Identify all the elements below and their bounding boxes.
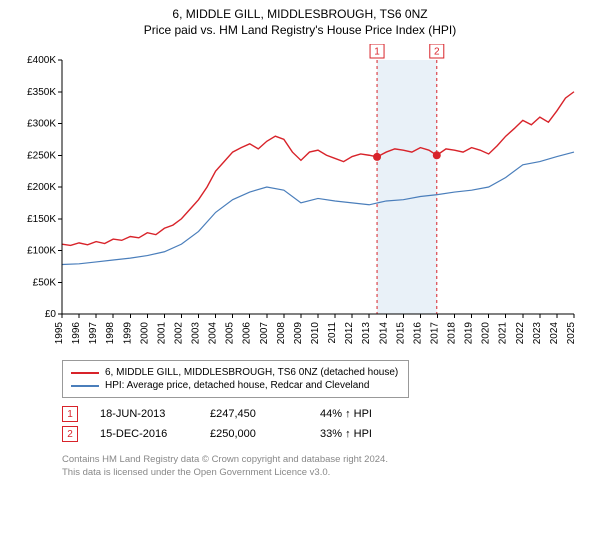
svg-text:£250K: £250K bbox=[27, 151, 56, 162]
svg-text:£200K: £200K bbox=[27, 182, 56, 193]
svg-text:2020: 2020 bbox=[481, 322, 492, 345]
svg-text:2013: 2013 bbox=[361, 322, 372, 345]
legend-box: 6, MIDDLE GILL, MIDDLESBROUGH, TS6 0NZ (… bbox=[62, 360, 409, 398]
sale-price: £247,450 bbox=[210, 408, 320, 420]
svg-text:2004: 2004 bbox=[208, 322, 219, 345]
svg-text:1999: 1999 bbox=[122, 322, 133, 345]
sales-table: 1 18-JUN-2013 £247,450 44% ↑ HPI 2 15-DE… bbox=[62, 406, 590, 442]
svg-text:2001: 2001 bbox=[156, 322, 167, 345]
footer-line2: This data is licensed under the Open Gov… bbox=[62, 467, 590, 480]
sale-marker-num: 2 bbox=[67, 429, 73, 440]
svg-text:2018: 2018 bbox=[447, 322, 458, 345]
svg-text:2016: 2016 bbox=[412, 322, 423, 345]
svg-text:1: 1 bbox=[374, 47, 380, 58]
legend-item-address: 6, MIDDLE GILL, MIDDLESBROUGH, TS6 0NZ (… bbox=[71, 367, 398, 378]
legend-item-hpi: HPI: Average price, detached house, Redc… bbox=[71, 380, 398, 391]
sale-price: £250,000 bbox=[210, 428, 320, 440]
sale-marker-1: 1 bbox=[62, 406, 78, 422]
chart-title-line1: 6, MIDDLE GILL, MIDDLESBROUGH, TS6 0NZ bbox=[10, 6, 590, 22]
svg-text:2011: 2011 bbox=[327, 322, 338, 344]
svg-text:2007: 2007 bbox=[259, 322, 270, 345]
svg-text:1995: 1995 bbox=[54, 322, 65, 345]
sale-delta: 33% ↑ HPI bbox=[320, 428, 430, 440]
svg-text:£0: £0 bbox=[45, 309, 57, 320]
svg-text:£100K: £100K bbox=[27, 246, 56, 257]
svg-text:2023: 2023 bbox=[532, 322, 543, 345]
svg-text:£150K: £150K bbox=[27, 214, 56, 225]
svg-text:£50K: £50K bbox=[33, 278, 57, 289]
svg-text:2024: 2024 bbox=[549, 322, 560, 345]
svg-text:2017: 2017 bbox=[429, 322, 440, 345]
svg-text:2000: 2000 bbox=[139, 322, 150, 345]
svg-text:2021: 2021 bbox=[498, 322, 509, 345]
svg-text:£400K: £400K bbox=[27, 55, 56, 66]
sale-delta: 44% ↑ HPI bbox=[320, 408, 430, 420]
svg-text:2010: 2010 bbox=[310, 322, 321, 345]
sale-row-1: 1 18-JUN-2013 £247,450 44% ↑ HPI bbox=[62, 406, 590, 422]
svg-text:2002: 2002 bbox=[173, 322, 184, 345]
legend-label: 6, MIDDLE GILL, MIDDLESBROUGH, TS6 0NZ (… bbox=[105, 367, 398, 378]
chart-svg: £0 £50K £100K £150K £200K £250K £300K £350K £400… bbox=[10, 44, 586, 354]
sale-marker-2: 2 bbox=[62, 426, 78, 442]
svg-text:2014: 2014 bbox=[378, 322, 389, 345]
svg-text:1997: 1997 bbox=[88, 322, 99, 345]
svg-text:2003: 2003 bbox=[191, 322, 202, 345]
sale-row-2: 2 15-DEC-2016 £250,000 33% ↑ HPI bbox=[62, 426, 590, 442]
svg-text:2015: 2015 bbox=[395, 322, 406, 345]
sale-date: 18-JUN-2013 bbox=[100, 408, 210, 420]
svg-text:2009: 2009 bbox=[293, 322, 304, 345]
footer: Contains HM Land Registry data © Crown c… bbox=[62, 454, 590, 480]
svg-text:2: 2 bbox=[434, 47, 440, 58]
svg-text:2025: 2025 bbox=[566, 322, 577, 345]
footer-line1: Contains HM Land Registry data © Crown c… bbox=[62, 454, 590, 467]
legend-label: HPI: Average price, detached house, Redc… bbox=[105, 380, 369, 391]
svg-text:2006: 2006 bbox=[242, 322, 253, 345]
price-chart: £0 £50K £100K £150K £200K £250K £300K £350K £400… bbox=[10, 44, 590, 354]
legend-swatch bbox=[71, 385, 99, 387]
svg-text:2008: 2008 bbox=[276, 322, 287, 345]
svg-text:1996: 1996 bbox=[71, 322, 82, 345]
svg-text:2019: 2019 bbox=[464, 322, 475, 345]
svg-text:2005: 2005 bbox=[225, 322, 236, 345]
chart-title-line2: Price paid vs. HM Land Registry's House … bbox=[10, 22, 590, 38]
sale-date: 15-DEC-2016 bbox=[100, 428, 210, 440]
svg-text:2012: 2012 bbox=[344, 322, 355, 345]
svg-text:£300K: £300K bbox=[27, 119, 56, 130]
svg-text:1998: 1998 bbox=[105, 322, 116, 345]
svg-text:£350K: £350K bbox=[27, 87, 56, 98]
svg-text:2022: 2022 bbox=[515, 322, 526, 345]
legend-swatch bbox=[71, 372, 99, 374]
sale-marker-num: 1 bbox=[67, 409, 73, 420]
